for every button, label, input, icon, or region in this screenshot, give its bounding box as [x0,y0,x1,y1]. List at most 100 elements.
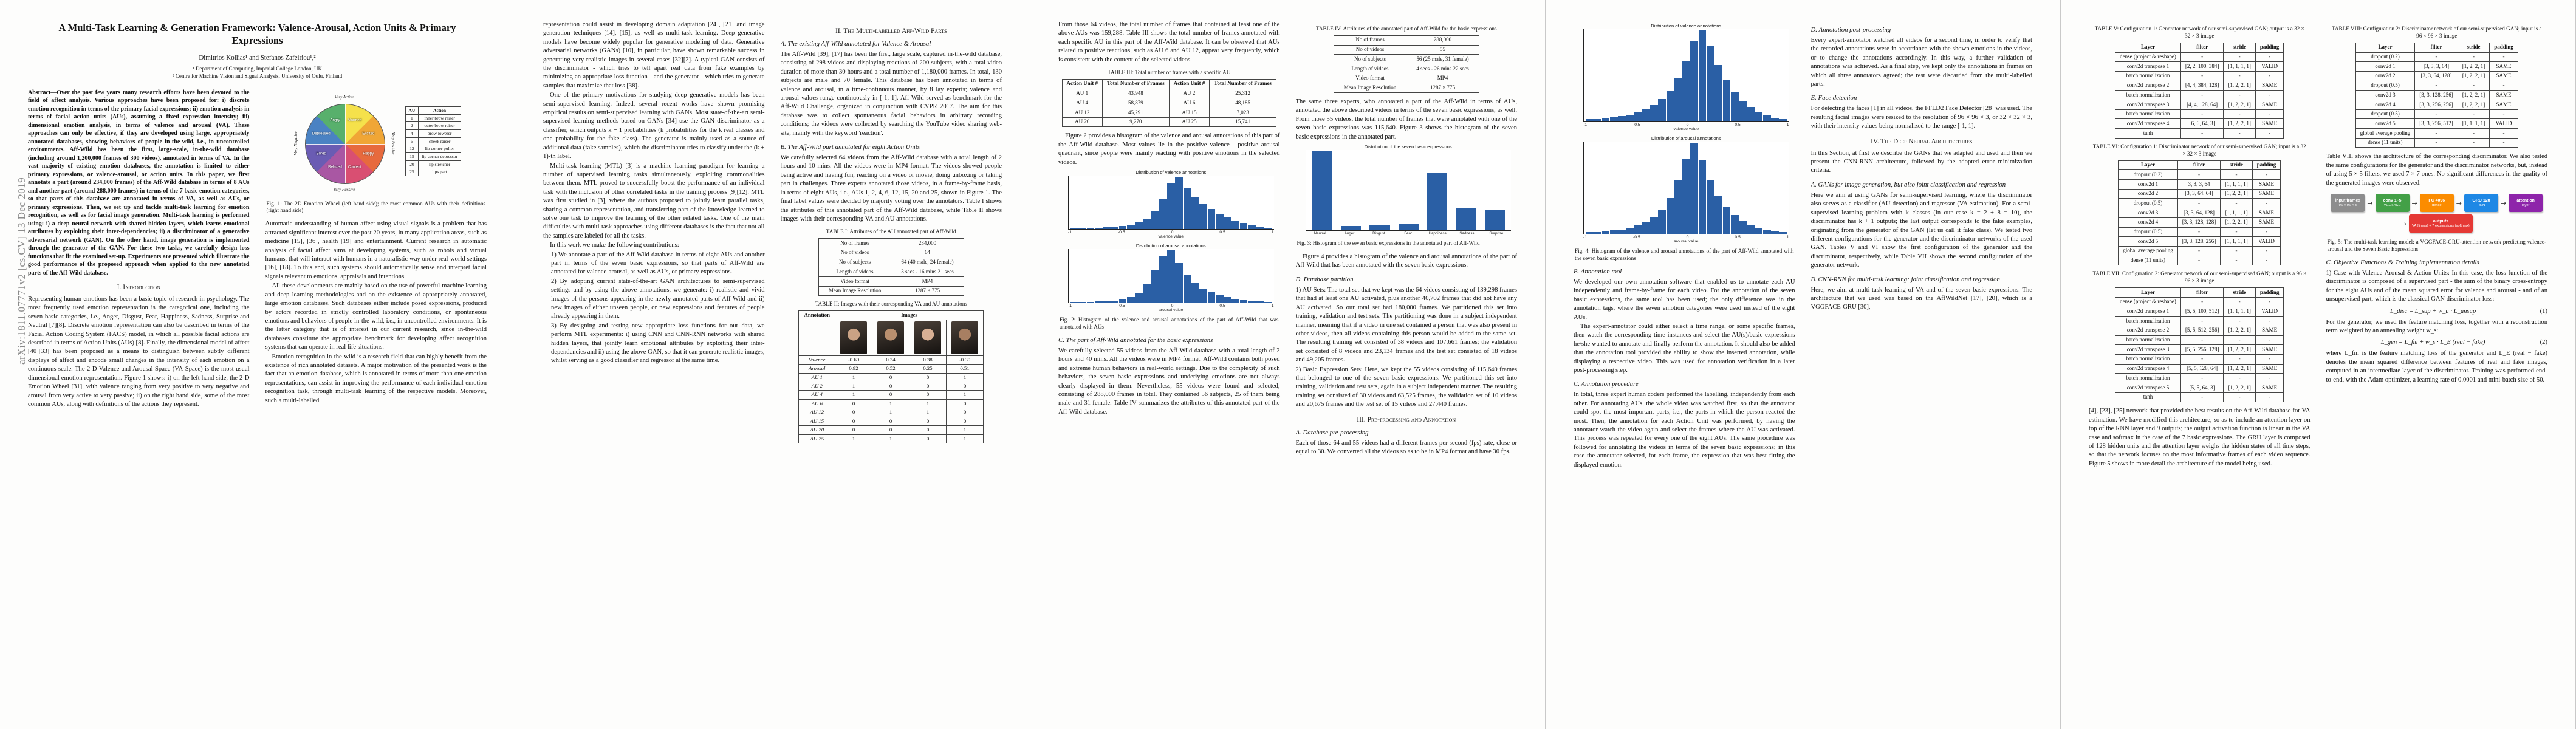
table-cell: [1, 1, 1, 1] [2223,61,2256,72]
bar [1398,224,1419,231]
table-cell: - [2220,255,2253,266]
table-cell: AU 20 [1061,117,1103,128]
table-cell: Length of videos [1333,64,1407,74]
paper-header: A Multi-Task Learning & Generation Frame… [28,21,487,80]
table-header-cell: Annotation [798,310,836,320]
table-header-cell: padding [2255,287,2284,298]
wheel-emotion-label: Alarmed [348,118,362,123]
subsection-heading: D. Database partition [1295,275,1354,283]
table-cell: 0 [909,434,947,443]
table-cell: VALID [2255,306,2284,317]
table-cell: batch normalization [2115,90,2181,101]
table-cell: dense (11 units) [2355,137,2416,148]
table-cell: conv2d 5 [2118,236,2178,247]
table-header-cell: Layer [2115,287,2181,298]
table-row: No of videos 55 [1333,44,1479,55]
table-cell: 0 [872,390,910,400]
table-row: Mean Image Resolution 1287 × 775 [1333,83,1479,94]
arrow-icon: → [2367,199,2373,207]
histogram-bar [1224,217,1231,230]
table-cell: [1, 2, 2, 1] [2457,61,2490,72]
table-cell: 1 [835,390,873,400]
paragraph: We developed our own annotation software… [1574,278,1795,321]
histogram-bar [1199,289,1208,303]
histogram-bar [1239,299,1248,303]
table-header-cell: Images [835,310,984,320]
wheel-axis-vertical [344,104,346,183]
table-caption: TABLE V: Configuration 1: Generator netw… [2094,26,2304,39]
page-columns: Abstract—Over the past few years many re… [28,89,487,713]
table-cell: 1 [872,399,910,409]
table-cell: 1 [946,434,984,443]
table-cell: [1, 2, 2, 1] [2223,363,2256,374]
table-cell: dense (11 units) [2118,255,2178,266]
table-cell: 1 [405,114,419,123]
table-cell: - [2255,316,2284,326]
table-cell: 48,185 [1209,98,1276,109]
table-cell: - [2489,52,2518,63]
table-cell: - [2414,128,2458,139]
table-header-cell: Layer [2118,160,2178,171]
table-cell: - [2180,52,2224,63]
bar [1456,208,1476,231]
page-columns: Distribution of valence annotations -1 -0.… [1574,21,2032,713]
table-cell: cheek raiser [418,137,461,146]
table-cell: VALID [2489,118,2518,129]
table-cell: AU 20 [798,425,836,435]
histogram-bar [1730,215,1739,234]
table-cell: 15,741 [1209,117,1276,128]
table-row: conv2d 1 [3, 3, 3, 64] [1, 1, 1, 1] SAME [2118,179,2281,190]
table-header-cell: Total Number of Frames [1102,78,1170,89]
table-cell: 0 [946,382,984,391]
chart-title: Distribution of arousal annotations [1651,135,1721,141]
paragraph: Every expert-annotator watched all video… [1810,37,2033,88]
x-tick-label: 0 [1686,123,1689,127]
histogram-bar [1706,180,1714,234]
table-row: conv2d transpose 4 [6, 6, 64, 3] [1, 2, 2,… [2115,118,2284,129]
histogram-bar [1231,220,1240,230]
paragraph: The Aff-Wild [39], [17] has been the fir… [780,51,1002,137]
diagram-block-sublabel: VGGFACE [2383,204,2401,208]
diagram-block-sublabel: dense [2431,204,2442,208]
diagram-block-label: conv 1–5 [2383,199,2402,204]
paragraph: For detecting the faces [1] in all video… [1810,105,2033,130]
table-header-cell: Layer [2115,42,2181,53]
table-row: dropout (0.2) - - - [2118,169,2281,180]
table-row: 25 lips part [405,168,461,176]
paragraph: The same three experts, who annotated a … [1295,98,1518,140]
chart-plot-area [1583,29,1789,122]
paragraph: representation could assist in developin… [543,21,765,89]
table-cell: [5, 5, 64, 3] [2180,383,2224,393]
histogram-bar [1143,284,1151,303]
table-header-cell: padding [2489,42,2518,53]
table-cell: dropout (0.5) [2355,109,2416,120]
table-cell: 1287 × 775 [891,286,964,296]
table-cell: [1, 2, 2, 1] [2220,188,2253,199]
table-cell: [1, 1, 1, 1] [2220,179,2253,190]
list-item: 1) We annotate a part of the Aff-Wild da… [551,251,765,276]
table-row: conv2d transpose 1 [2, 2, 100, 384] [1, 1,… [2115,61,2284,72]
bar-chart: Distribution of the seven basic expressi… [1305,144,1511,236]
histogram-bar [1682,158,1690,234]
x-tick-label: 0 [1686,235,1689,239]
paragraph: We carefully selected 55 videos from the… [1058,347,1280,416]
x-tick-label: 1 [1786,235,1789,239]
table-cell: conv2d transpose 4 [2115,118,2181,129]
paper-page-1: A Multi-Task Learning & Generation Frame… [0,0,515,729]
table-cell: - [2414,52,2458,63]
paper-title: A Multi-Task Learning & Generation Frame… [58,22,456,46]
table-cell: [3, 3, 256, 512] [2414,118,2458,129]
table-cell: - [2414,109,2458,120]
table-cell: - [2223,70,2256,81]
arrow-icon: → [2411,199,2417,207]
histogram-bar [1698,160,1707,234]
table-cell: - [2255,354,2284,364]
subsection-heading: E. Face detection [1810,94,1857,102]
histogram-subplot: Distribution of valence annotations -1 -0.… [1068,169,1274,239]
table-row: 1 inner brow raiser [405,114,461,123]
table-cell [798,319,836,356]
table-cell: global average pooling [2355,128,2416,139]
x-tick-label: 1 [1271,230,1274,235]
table-cell: - [2220,198,2253,209]
paragraph: From those 64 videos, the total number o… [1058,21,1280,63]
